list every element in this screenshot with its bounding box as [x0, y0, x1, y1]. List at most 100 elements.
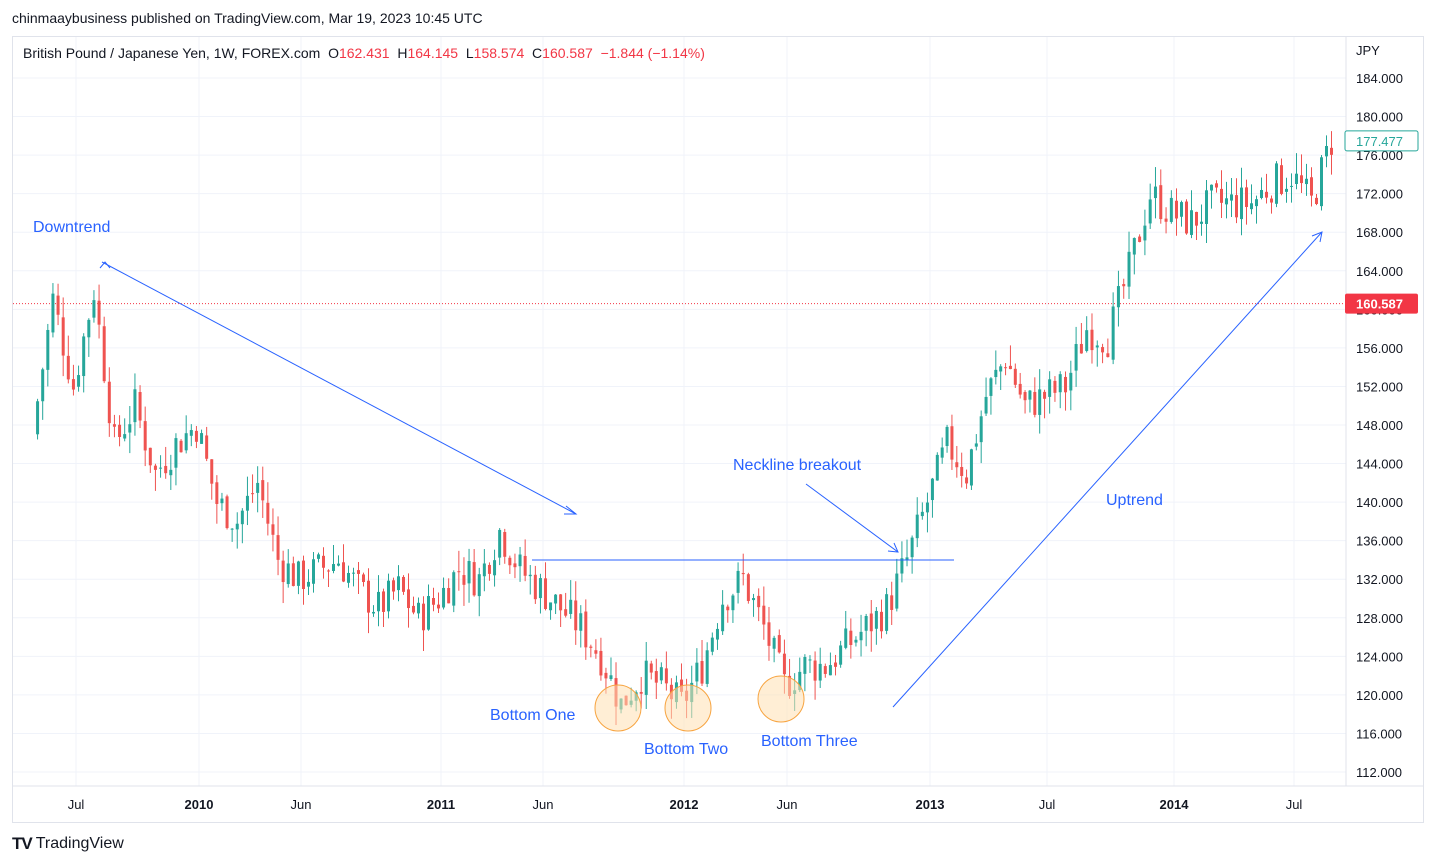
- x-tick-label: Jun: [291, 797, 312, 812]
- high-label: H: [397, 45, 408, 61]
- candle-body: [477, 574, 481, 597]
- candle-body: [955, 462, 959, 468]
- symbol-title[interactable]: British Pound / Japanese Yen, 1W, FOREX.…: [23, 45, 321, 61]
- high-value: 164.145: [407, 45, 459, 61]
- candle-body: [989, 378, 993, 396]
- candle-body: [915, 514, 919, 539]
- candle-body: [493, 560, 497, 576]
- candle-body: [503, 532, 507, 557]
- x-tick-label: Jul: [1039, 797, 1056, 812]
- candle-body: [1028, 390, 1032, 400]
- candle-body: [1127, 251, 1131, 287]
- candle-body: [382, 591, 385, 612]
- close-value: 160.587: [542, 45, 593, 61]
- candle-body: [447, 588, 451, 604]
- downtrend-arrowhead-end: [564, 505, 578, 515]
- candle-body: [482, 563, 486, 577]
- candle-body: [1043, 391, 1047, 399]
- candle-body: [281, 560, 285, 583]
- candle-body: [220, 498, 224, 504]
- y-tick-label: 124.000: [1356, 649, 1403, 664]
- candle-body: [910, 537, 914, 558]
- candle-body: [777, 635, 781, 653]
- y-tick-label: 168.000: [1356, 225, 1403, 240]
- candle-body: [639, 691, 643, 694]
- candle-body: [240, 510, 244, 525]
- candle-body: [664, 668, 668, 684]
- tradingview-logo[interactable]: TV TradingView: [12, 834, 124, 854]
- candle-body: [559, 594, 563, 611]
- candle-body: [153, 465, 157, 470]
- x-tick-label: Jun: [777, 797, 798, 812]
- neckline-breakout-arrowhead: [887, 542, 899, 553]
- candle-body: [1101, 347, 1105, 353]
- candle-body: [123, 434, 127, 439]
- candle-body: [92, 300, 96, 318]
- candle-body: [940, 447, 944, 458]
- candle-body: [245, 495, 249, 511]
- bottom-three-circle[interactable]: [757, 675, 805, 723]
- candle-body: [782, 653, 786, 675]
- candle-body: [854, 639, 858, 643]
- candle-body: [1064, 376, 1068, 393]
- candle-body: [200, 433, 204, 444]
- candle-body: [1240, 187, 1243, 220]
- candle-body: [741, 572, 745, 575]
- tradingview-logo-text: TradingView: [35, 835, 124, 852]
- candle-body: [900, 558, 904, 574]
- candle-body: [1235, 195, 1238, 218]
- candle-body: [1143, 225, 1147, 241]
- candle-body: [437, 604, 440, 609]
- downtrend-arrowhead-start: [99, 261, 111, 269]
- candle-body: [659, 667, 663, 681]
- current-price-badge: 177.477: [1344, 130, 1419, 152]
- candle-body: [1230, 194, 1233, 201]
- candle-body: [271, 524, 275, 535]
- candle-body: [974, 443, 978, 447]
- candle-body: [422, 603, 425, 631]
- candle-body: [112, 424, 116, 427]
- y-tick-label: 140.000: [1356, 495, 1403, 510]
- downtrend-line[interactable]: [101, 261, 577, 515]
- candle-body: [215, 482, 219, 504]
- candle-body: [46, 329, 50, 370]
- candle-body: [1300, 175, 1303, 184]
- candle-body: [1185, 201, 1188, 234]
- candle-body: [317, 554, 320, 559]
- candle-body: [890, 595, 894, 610]
- candle-body: [1320, 157, 1323, 207]
- bottom-two-circle[interactable]: [664, 684, 712, 732]
- uptrend-label: Uptrend: [1106, 492, 1163, 509]
- candle-body: [276, 535, 280, 560]
- candle-body: [885, 594, 889, 631]
- candle-body: [864, 616, 868, 631]
- tradingview-logo-icon: TV: [12, 834, 33, 853]
- candle-body: [538, 578, 542, 599]
- ohlc-header: British Pound / Japanese Yen, 1W, FOREX.…: [23, 45, 705, 61]
- downtrend-label: Downtrend: [33, 219, 110, 236]
- bottom-three-label: Bottom Three: [761, 733, 858, 750]
- uptrend-line[interactable]: [892, 231, 1323, 708]
- candle-body: [327, 570, 330, 572]
- candle-body: [518, 554, 522, 567]
- candle-body: [1210, 184, 1213, 191]
- candle-body: [1004, 367, 1008, 369]
- candle-body: [498, 529, 502, 558]
- candle-body: [849, 630, 853, 645]
- candle-body: [1280, 165, 1283, 194]
- candle-body: [533, 574, 537, 600]
- candle-body: [1270, 198, 1273, 203]
- y-tick-label: 112.000: [1356, 765, 1402, 780]
- candle-body: [462, 575, 466, 585]
- neckline-breakout-arrow[interactable]: [805, 483, 899, 553]
- y-ticks[interactable]: 184.000 180.000 176.000 172.000 168.000 164.0…: [1356, 71, 1403, 780]
- candle-body: [332, 564, 335, 571]
- bottom-one-circle[interactable]: [594, 684, 642, 732]
- candle-body: [442, 587, 446, 608]
- x-ticks[interactable]: Jul 2010 Jun 2011 Jun 2012 Jun 2013 Jul 2014 Jul: [68, 797, 1303, 812]
- candle-body: [387, 580, 390, 612]
- candle-body: [235, 523, 239, 530]
- candle-body: [322, 555, 325, 568]
- candle-body: [762, 605, 766, 625]
- candle-body: [1169, 197, 1173, 222]
